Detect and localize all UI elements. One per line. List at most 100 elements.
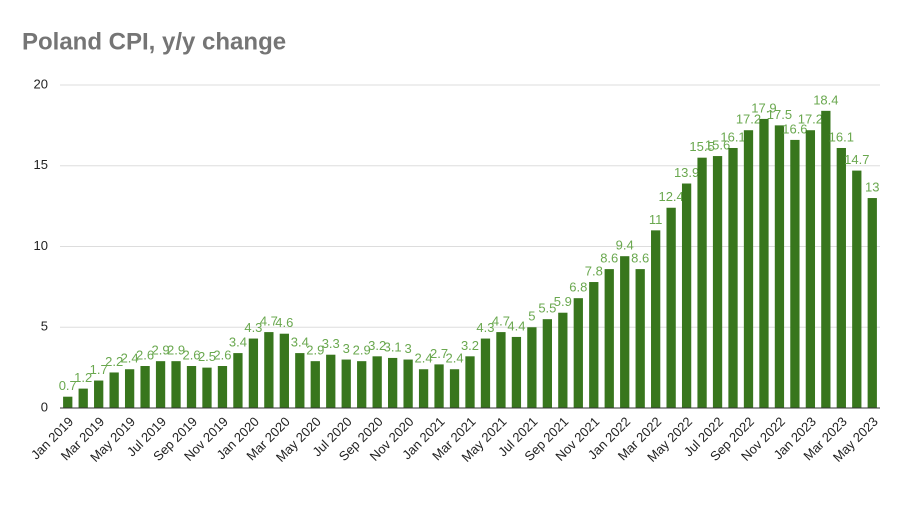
y-tick-label: 10 xyxy=(34,238,48,253)
bar xyxy=(805,130,816,408)
data-label: 2.9 xyxy=(167,343,185,358)
data-label: 4.3 xyxy=(244,320,262,335)
data-label: 7.8 xyxy=(585,263,603,278)
bar xyxy=(697,157,707,408)
bar xyxy=(109,372,119,408)
data-label: 17.2 xyxy=(798,112,823,127)
data-label: 18.4 xyxy=(813,92,838,107)
bar xyxy=(620,256,630,408)
data-label: 4.6 xyxy=(275,315,293,330)
data-label: 2.6 xyxy=(213,347,231,362)
data-label: 13.9 xyxy=(674,165,699,180)
bar xyxy=(403,359,413,408)
data-label: 4.4 xyxy=(507,318,525,333)
data-label: 2.5 xyxy=(198,349,216,364)
bar xyxy=(542,319,552,408)
data-label: 4.7 xyxy=(260,314,278,329)
bar xyxy=(186,366,197,408)
data-label: 3.4 xyxy=(229,335,247,350)
bar xyxy=(589,282,599,408)
bar xyxy=(852,170,862,408)
data-label: 5.9 xyxy=(554,294,572,309)
bar xyxy=(310,361,320,408)
bar xyxy=(418,369,429,408)
bar xyxy=(712,156,723,408)
bar xyxy=(496,332,506,408)
data-label: 2.9 xyxy=(306,343,324,358)
bar xyxy=(573,298,583,408)
bar xyxy=(295,353,305,408)
data-label: 1.7 xyxy=(90,362,108,377)
bar xyxy=(248,338,259,408)
chart-title: Poland CPI, y/y change xyxy=(22,28,286,55)
bar xyxy=(326,354,336,408)
data-label: 17.5 xyxy=(767,107,792,122)
bar xyxy=(78,388,88,408)
data-label: 2.7 xyxy=(430,346,448,361)
y-tick-label: 5 xyxy=(41,319,48,334)
data-label: 2.9 xyxy=(152,343,170,358)
data-label: 13 xyxy=(865,179,879,194)
bar xyxy=(790,139,800,408)
data-label: 2.9 xyxy=(353,343,371,358)
bar xyxy=(666,207,676,408)
data-label: 1.2 xyxy=(74,370,92,385)
bar xyxy=(449,369,460,408)
data-label: 2.6 xyxy=(136,347,154,362)
bar xyxy=(743,130,754,408)
data-label: 3.2 xyxy=(461,338,479,353)
bar xyxy=(511,336,522,408)
bar xyxy=(635,269,645,408)
data-label: 15.5 xyxy=(689,139,714,154)
bar xyxy=(202,367,212,408)
data-label: 14.7 xyxy=(844,152,869,167)
data-label: 3 xyxy=(343,341,350,356)
data-label: 12.4 xyxy=(658,189,683,204)
data-label: 3.2 xyxy=(368,338,386,353)
data-label: 5.5 xyxy=(538,301,556,316)
bar xyxy=(867,198,877,408)
data-label: 16.1 xyxy=(720,129,745,144)
bar xyxy=(388,357,398,408)
bar xyxy=(357,361,367,408)
data-label: 17.2 xyxy=(736,112,761,127)
bar xyxy=(728,147,738,409)
data-label: 8.6 xyxy=(631,251,649,266)
bar xyxy=(681,183,692,408)
data-label: 3.1 xyxy=(384,339,402,354)
data-label: 3 xyxy=(404,341,411,356)
data-label: 2.4 xyxy=(445,351,463,366)
bar xyxy=(759,118,769,408)
data-label: 4.7 xyxy=(492,314,510,329)
bar xyxy=(155,361,166,408)
bar xyxy=(372,356,382,408)
data-label: 2.2 xyxy=(105,354,123,369)
data-label: 2.4 xyxy=(415,351,433,366)
y-tick-label: 0 xyxy=(41,399,48,414)
data-label: 0.7 xyxy=(59,378,77,393)
bar xyxy=(279,333,289,408)
data-label: 16.1 xyxy=(829,129,854,144)
data-label: 16.6 xyxy=(782,121,807,136)
bar xyxy=(233,353,243,408)
bar xyxy=(434,364,444,408)
y-tick-label: 20 xyxy=(34,76,48,91)
bar xyxy=(171,361,181,408)
bar xyxy=(124,369,135,408)
bar xyxy=(651,230,661,408)
bar xyxy=(63,396,73,408)
data-label: 3.3 xyxy=(322,336,340,351)
bar xyxy=(140,366,150,408)
data-label: 15.6 xyxy=(705,137,730,152)
bar xyxy=(774,125,785,408)
bar xyxy=(821,110,831,408)
bar xyxy=(836,147,846,409)
bar xyxy=(94,380,104,408)
bar xyxy=(527,327,537,408)
y-tick-label: 15 xyxy=(34,157,48,172)
data-label: 5 xyxy=(528,309,535,324)
data-label: 4.3 xyxy=(476,320,494,335)
bar xyxy=(465,356,475,408)
bar xyxy=(341,359,351,408)
